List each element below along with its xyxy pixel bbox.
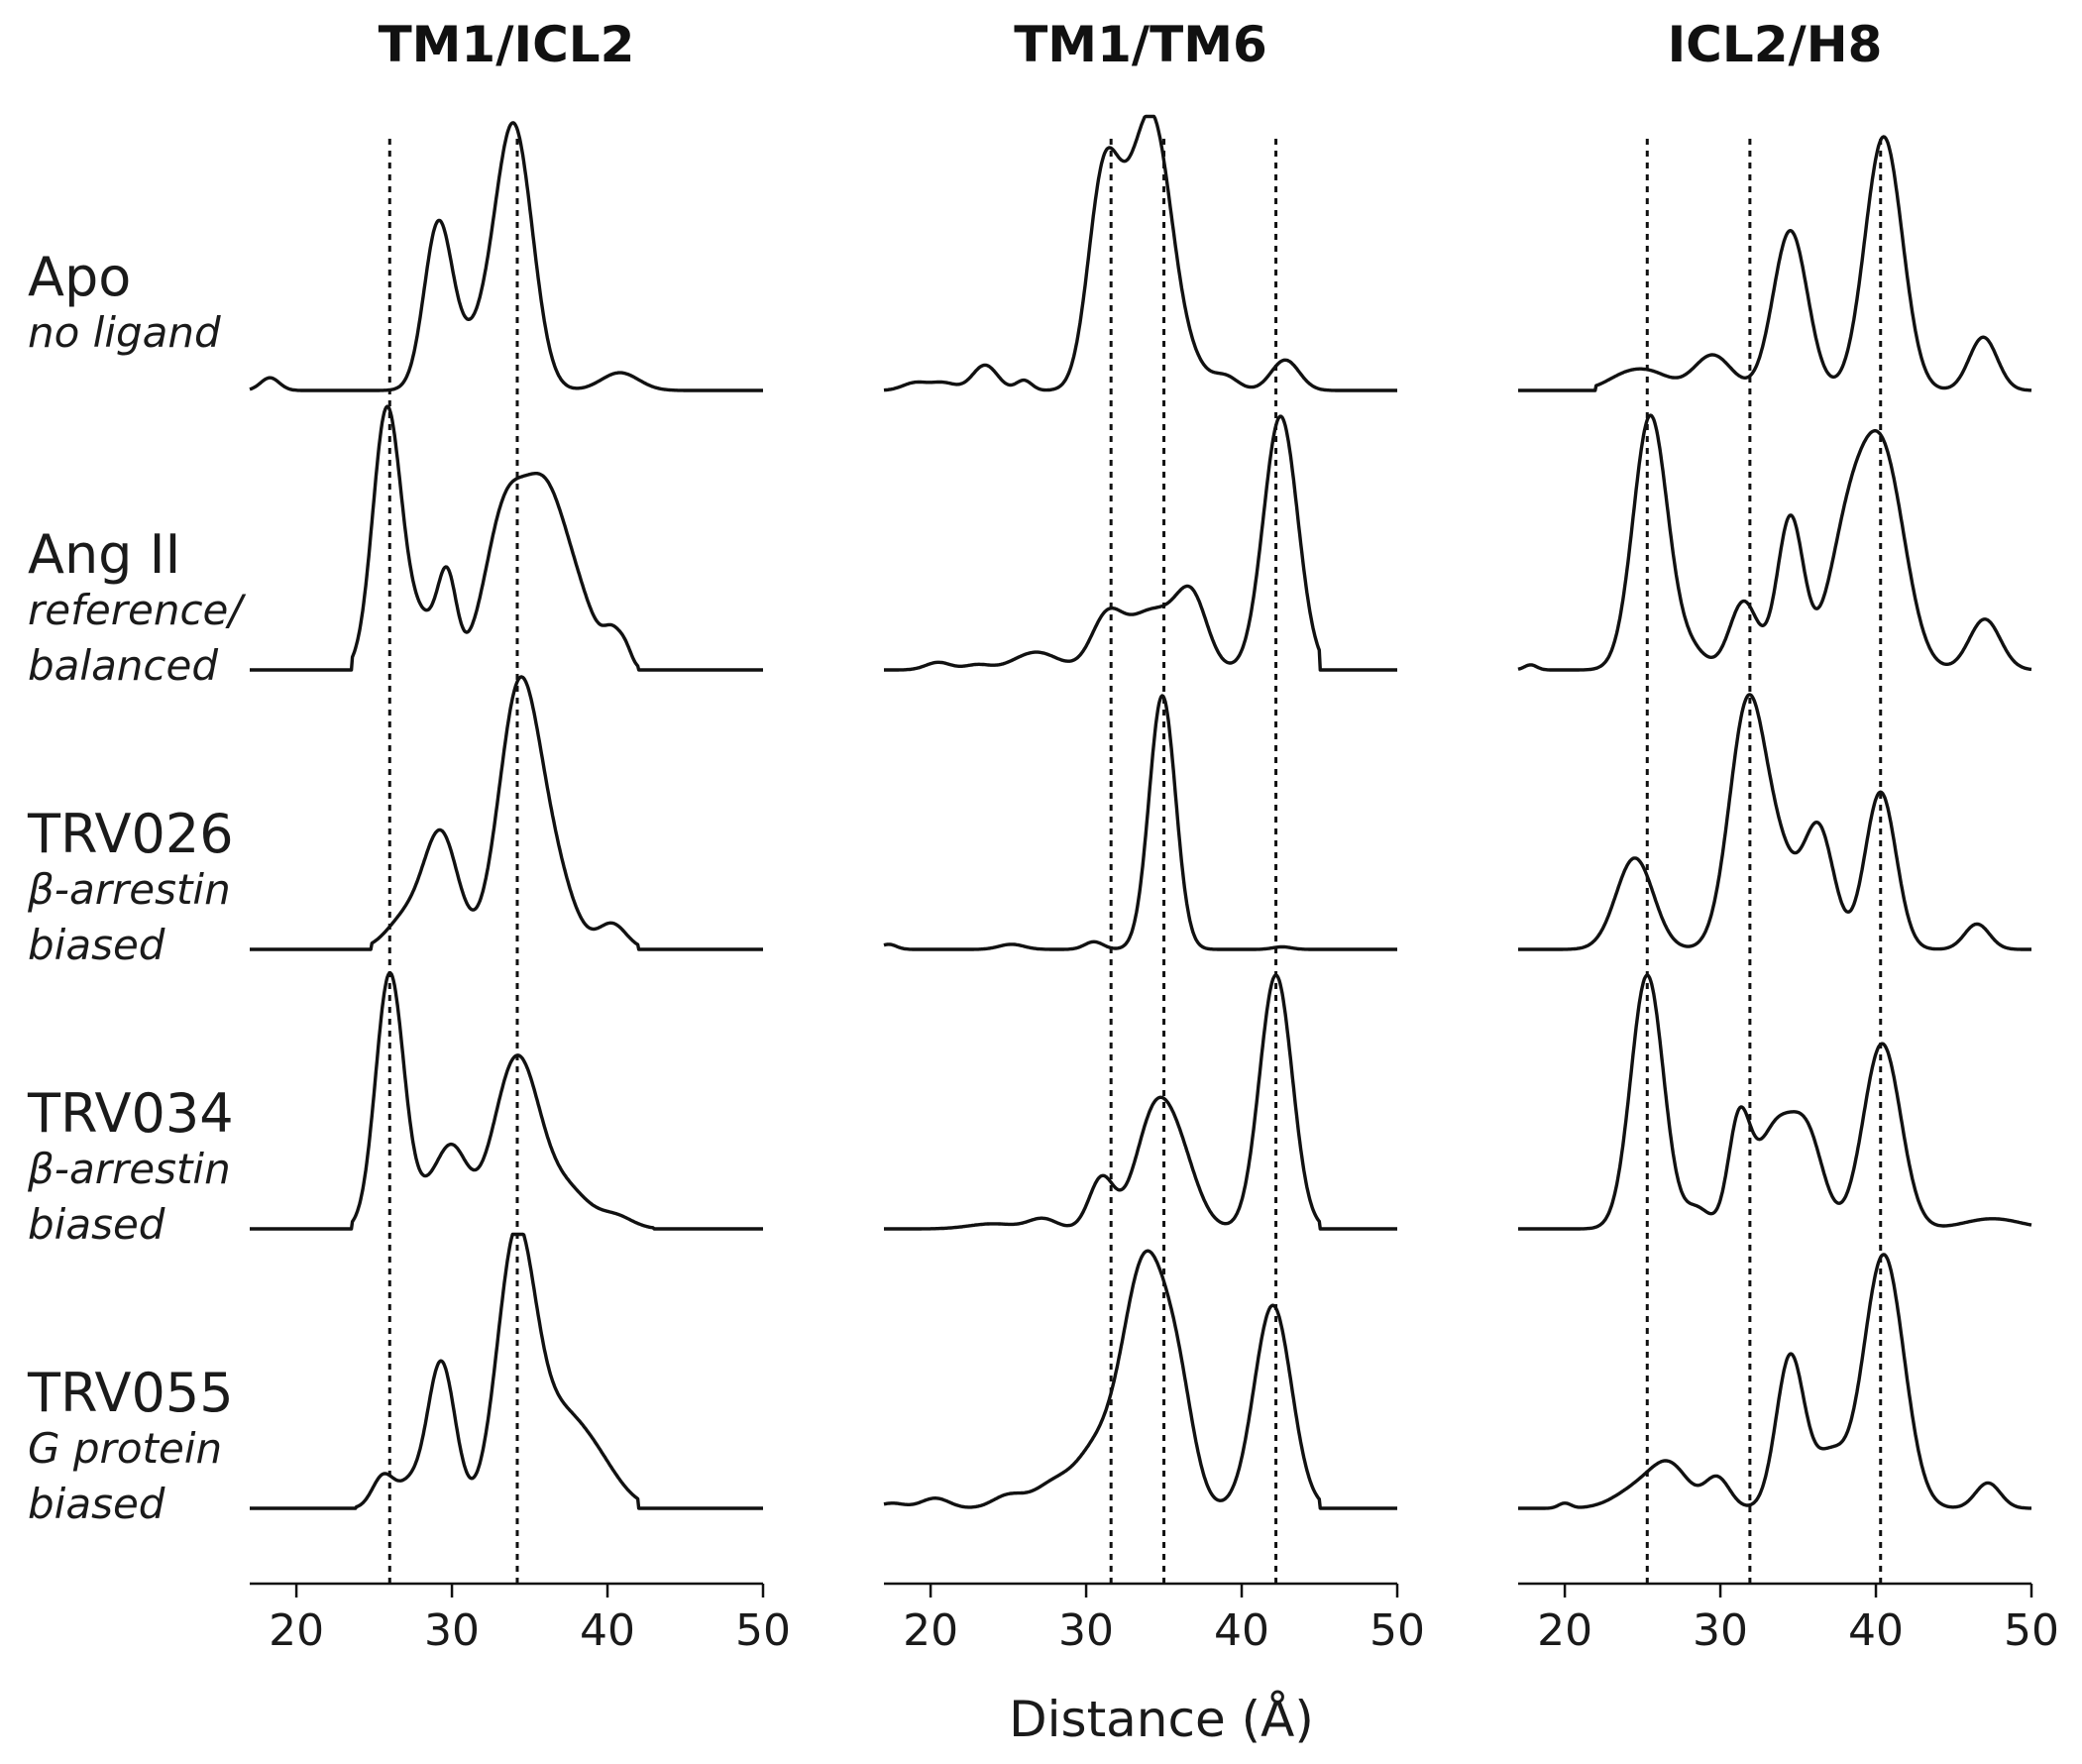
panel-title: TM1/ICL2 [379,16,635,73]
row-name: Ang II [28,523,180,586]
row-subtitle: G protein [28,1424,222,1473]
x-tick-label: 30 [424,1605,480,1656]
row-subtitle: biased [28,1200,165,1249]
row-subtitle: β-arrestin [27,865,231,914]
density-curve [249,121,764,392]
density-curve [883,1249,1398,1510]
density-curve [1517,693,2032,951]
row-subtitle: biased [28,921,165,969]
x-tick-label: 50 [2004,1605,2059,1656]
x-tick-label: 40 [580,1605,635,1656]
density-curve [883,973,1398,1231]
x-tick-label: 40 [1214,1605,1269,1656]
x-tick-label: 30 [1058,1605,1114,1656]
row-name: TRV034 [27,1082,234,1145]
density-curve [883,414,1398,672]
row-subtitle: biased [28,1480,165,1528]
x-axis-title: Distance (Å) [1009,1691,1314,1748]
x-tick-label: 20 [269,1605,324,1656]
row-subtitle: reference/ [28,586,246,634]
row-name: TRV055 [27,1362,234,1424]
density-curve [1517,1253,2032,1510]
x-tick-label: 40 [1848,1605,1904,1656]
panel-title: ICL2/H8 [1668,16,1883,73]
x-tick-label: 20 [903,1605,958,1656]
row-name: TRV026 [27,803,234,865]
x-tick-label: 50 [735,1605,791,1656]
panel-title: TM1/TM6 [1014,16,1267,73]
density-curve [883,694,1398,951]
row-subtitle: β-arrestin [27,1145,231,1193]
row-name: Apo [28,246,131,308]
panel: ICL2/H8 20 30 40 50 [1517,16,2059,1656]
density-curve [249,971,764,1231]
x-tick-label: 30 [1693,1605,1748,1656]
row-subtitle: no ligand [28,308,221,357]
panel: TM1/ICL2 20 30 40 50 [249,16,791,1656]
density-curve [1517,135,2032,392]
x-tick-label: 50 [1370,1605,1425,1656]
density-curve [1517,413,2032,672]
row-subtitle: balanced [28,641,218,690]
panel: TM1/TM6 20 30 40 50 [883,16,1425,1656]
panels: TM1/ICL2 20 30 40 50 TM1/TM6 20 30 40 50 ICL2/H8 20… [249,16,2059,1656]
density-curve [249,1232,764,1510]
density-curve [249,404,764,672]
density-curve [1517,973,2032,1231]
x-tick-label: 20 [1537,1605,1592,1656]
density-curve [249,675,764,951]
density-curve [883,114,1398,392]
